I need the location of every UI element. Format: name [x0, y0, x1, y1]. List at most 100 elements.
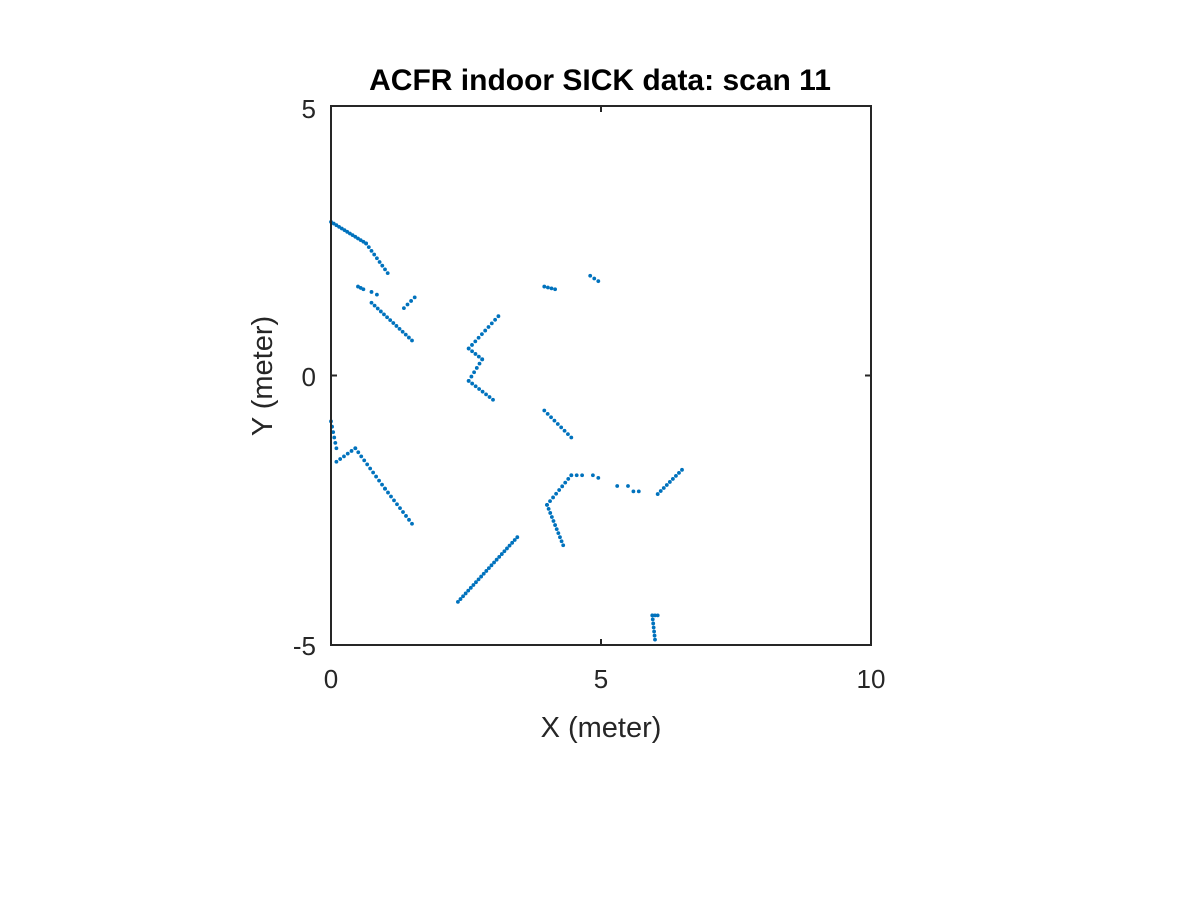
- scan-point: [369, 290, 374, 294]
- scan-point: [375, 306, 380, 311]
- scan-point: [377, 260, 382, 264]
- scan-point: [661, 486, 666, 490]
- scan-point: [636, 489, 641, 494]
- scan-point: [559, 425, 564, 430]
- scan-point: [407, 517, 411, 522]
- scan-point: [476, 354, 481, 359]
- scan-point: [486, 325, 491, 329]
- scan-point: [563, 480, 568, 485]
- scan-point: [542, 284, 547, 289]
- scan-point: [549, 286, 554, 291]
- scan-point: [356, 450, 361, 455]
- scan-point: [655, 492, 660, 496]
- scan-point: [380, 263, 385, 268]
- chart-title: ACFR indoor SICK data: scan 11: [369, 64, 831, 97]
- scan-point: [410, 338, 414, 343]
- scan-point: [592, 276, 597, 281]
- scan-point: [566, 477, 571, 481]
- scan-point: [546, 285, 550, 290]
- scan-point: [388, 318, 393, 323]
- scan-point: [385, 271, 390, 275]
- scan-point: [392, 498, 396, 503]
- scan-point: [569, 473, 574, 478]
- scan-point: [502, 549, 507, 554]
- scan-point: [652, 633, 657, 638]
- scan-point: [651, 625, 656, 630]
- scan-point: [456, 599, 460, 604]
- scan-point: [331, 430, 336, 434]
- scan-point: [477, 387, 482, 391]
- scan-point: [497, 554, 502, 559]
- scan-point: [372, 252, 377, 257]
- y-axis-label: Y (meter): [247, 316, 279, 436]
- scan-point: [395, 502, 399, 507]
- scan-point: [375, 292, 379, 297]
- scan-point: [560, 484, 565, 489]
- scan-point: [483, 328, 488, 333]
- scan-point: [491, 397, 495, 402]
- scan-point: [472, 370, 476, 375]
- scan-point: [494, 557, 499, 562]
- scan-point: [499, 552, 504, 556]
- scan-point: [626, 484, 630, 488]
- scan-point: [631, 489, 636, 494]
- scan-point: [471, 583, 476, 587]
- scan-point: [334, 459, 339, 464]
- scan-point: [493, 317, 497, 322]
- scan-point: [588, 273, 593, 278]
- scan-point: [515, 535, 520, 540]
- y-tick-label-bottom: -5: [293, 631, 316, 661]
- scan-point: [359, 454, 364, 459]
- y-tick-label-middle: 0: [302, 362, 316, 392]
- scan-point: [559, 539, 564, 544]
- scan-point: [342, 454, 346, 459]
- scan-point: [554, 527, 559, 532]
- scan-point: [680, 467, 684, 472]
- scan-point: [476, 335, 481, 340]
- scan-point: [398, 506, 402, 511]
- scan-point: [650, 613, 655, 618]
- scan-point: [496, 314, 501, 319]
- scan-point: [383, 267, 387, 272]
- scan-point: [484, 569, 489, 573]
- x-axis-label: X (meter): [541, 712, 662, 744]
- scan-point: [362, 458, 367, 463]
- scan-point: [596, 279, 601, 284]
- scan-point: [365, 462, 370, 467]
- scan-point: [470, 349, 474, 354]
- scan-point: [596, 476, 601, 480]
- scan-point: [554, 491, 559, 496]
- scan-point: [512, 538, 517, 542]
- scan-point: [470, 381, 475, 386]
- scan-point: [334, 446, 339, 451]
- scan-point: [369, 300, 374, 305]
- scan-point: [338, 457, 343, 461]
- scan-point: [480, 357, 485, 362]
- scan-point: [505, 546, 509, 551]
- scan-point: [480, 332, 484, 337]
- scan-point: [403, 332, 408, 337]
- scan-point: [345, 451, 350, 456]
- scan-point: [473, 352, 478, 356]
- scan-point: [569, 435, 574, 440]
- scan-point: [574, 473, 579, 478]
- scan-point: [389, 494, 393, 499]
- scan-point: [487, 395, 492, 399]
- scan-point: [410, 521, 414, 526]
- x-tick-label-right: 10: [857, 664, 886, 694]
- scan-point: [349, 449, 354, 453]
- y-tick-label-top: 5: [302, 94, 316, 124]
- scan-point: [479, 574, 484, 579]
- scan-point: [333, 440, 338, 445]
- scan-point: [553, 287, 557, 292]
- scan-point: [466, 588, 471, 593]
- scan-point: [556, 531, 561, 536]
- scan-point: [555, 422, 560, 426]
- scan-point: [545, 502, 549, 507]
- scan-point: [674, 473, 678, 478]
- scan-point: [658, 489, 663, 493]
- scan-point: [412, 295, 417, 300]
- scan-point: [461, 594, 465, 599]
- scan-point: [561, 543, 566, 548]
- scan-point: [397, 326, 402, 331]
